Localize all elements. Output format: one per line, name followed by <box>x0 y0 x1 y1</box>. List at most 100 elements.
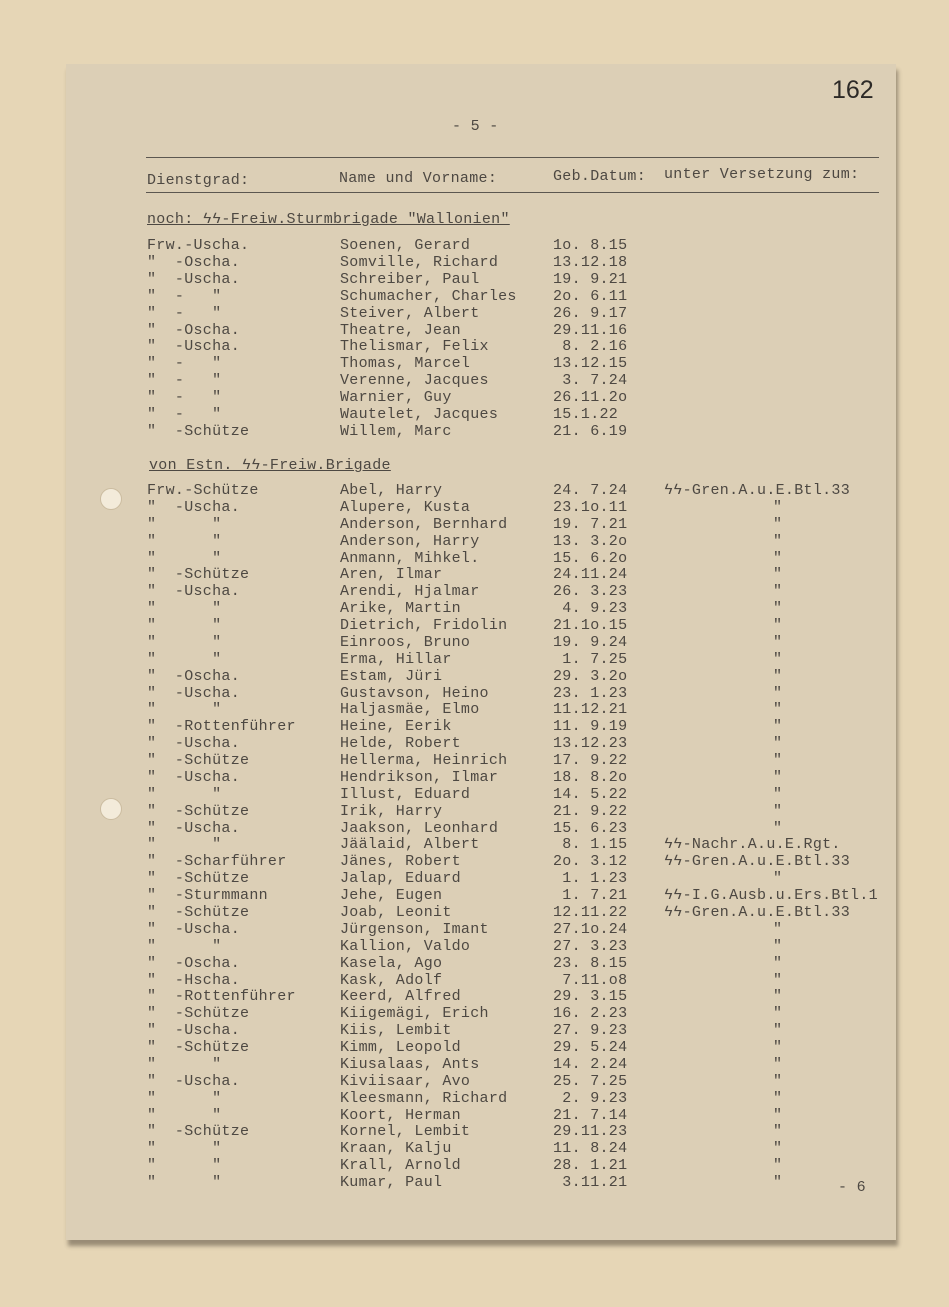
cell-rank: " -Uscha. <box>147 684 241 702</box>
cell-birth-date: 14. 5.22 <box>553 785 628 803</box>
cell-birth-date: 13.12.15 <box>553 355 628 373</box>
cell-birth-date: 17. 9.22 <box>553 752 628 770</box>
cell-transfer-unit: ϟϟ-Gren.A.u.E.Btl.33 <box>664 482 851 499</box>
cell-name: Gustavson, Heino <box>340 684 489 702</box>
header-unit: unter Versetzung zum: <box>664 166 860 183</box>
cell-birth-date: 23. 1.23 <box>553 684 628 702</box>
cell-name: Kallion, Valdo <box>340 937 471 955</box>
cell-name: Arike, Martin <box>340 600 461 618</box>
cell-name: Jalap, Eduard <box>340 870 461 888</box>
cell-name: Illust, Eduard <box>340 785 471 803</box>
cell-rank: " -Oscha. <box>147 954 241 972</box>
cell-name: Hellerma, Heinrich <box>340 752 508 770</box>
cell-rank: " - " <box>147 389 222 407</box>
cell-birth-date: 26. 9.17 <box>553 304 628 322</box>
cell-rank: " " <box>147 600 222 618</box>
cell-name: Koort, Herman <box>340 1106 461 1124</box>
cell-birth-date: 21. 9.22 <box>553 802 628 820</box>
page-marker: - 5 - <box>452 118 499 135</box>
cell-rank: " " <box>147 1140 222 1158</box>
cell-rank: " " <box>147 549 222 567</box>
cell-rank: Frw.-Schütze <box>147 482 259 499</box>
cell-birth-date: 24. 7.24 <box>553 482 628 499</box>
cell-name: Dietrich, Fridolin <box>340 617 508 635</box>
cell-transfer-unit: " <box>773 819 783 837</box>
cell-name: Jaakson, Leonhard <box>340 819 499 837</box>
cell-birth-date: 1. 1.23 <box>553 870 628 888</box>
cell-birth-date: 21. 7.14 <box>553 1106 628 1124</box>
cell-transfer-unit: " <box>773 1123 783 1141</box>
cell-birth-date: 27.1o.24 <box>553 920 628 938</box>
cell-transfer-unit: ϟϟ-Nachr.A.u.E.Rgt. <box>664 836 841 854</box>
cell-birth-date: 26.11.2o <box>553 389 628 407</box>
cell-name: Kiis, Lembit <box>340 1022 452 1040</box>
cell-birth-date: 29.11.16 <box>553 321 628 339</box>
punch-hole <box>100 488 122 510</box>
cell-rank: " -Uscha. <box>147 270 241 288</box>
cell-transfer-unit: " <box>773 802 783 820</box>
cell-birth-date: 24.11.24 <box>553 566 628 584</box>
cell-transfer-unit: " <box>773 718 783 736</box>
cell-name: Jäälaid, Albert <box>340 836 480 854</box>
cell-rank: " " <box>147 1157 222 1175</box>
cell-birth-date: 2o. 3.12 <box>553 853 628 871</box>
cell-name: Jehe, Eugen <box>340 887 443 905</box>
cell-rank: " -Uscha. <box>147 583 241 601</box>
cell-name: Jänes, Robert <box>340 853 461 871</box>
cell-transfer-unit: " <box>773 633 783 651</box>
cell-birth-date: 3.11.21 <box>553 1174 628 1192</box>
cell-name: Schumacher, Charles <box>340 287 517 305</box>
cell-name: Verenne, Jacques <box>340 372 489 390</box>
cell-transfer-unit: " <box>773 954 783 972</box>
cell-birth-date: 11. 9.19 <box>553 718 628 736</box>
cell-rank: " -Uscha. <box>147 768 241 786</box>
cell-rank: " -Uscha. <box>147 735 241 753</box>
cell-birth-date: 1o. 8.15 <box>553 237 628 254</box>
cell-transfer-unit: " <box>773 735 783 753</box>
cell-rank: " " <box>147 532 222 550</box>
cell-name: Anmann, Mihkel. <box>340 549 480 567</box>
cell-birth-date: 27. 9.23 <box>553 1022 628 1040</box>
cell-rank: " -Rottenführer <box>147 988 296 1006</box>
cell-transfer-unit: " <box>773 1157 783 1175</box>
cell-transfer-unit: " <box>773 498 783 516</box>
cell-name: Schreiber, Paul <box>340 270 480 288</box>
cell-rank: " - " <box>147 287 222 305</box>
cell-name: Soenen, Gerard <box>340 237 471 254</box>
cell-transfer-unit: " <box>773 515 783 533</box>
cell-rank: " - " <box>147 304 222 322</box>
cell-name: Krall, Arnold <box>340 1157 461 1175</box>
cell-rank: " -Schütze <box>147 752 250 770</box>
cell-name: Anderson, Bernhard <box>340 515 508 533</box>
cell-rank: " " <box>147 836 222 854</box>
cell-name: Helde, Robert <box>340 735 461 753</box>
cell-rank: " -Uscha. <box>147 338 241 356</box>
cell-name: Kumar, Paul <box>340 1174 443 1192</box>
cell-birth-date: 15. 6.2o <box>553 549 628 567</box>
cell-transfer-unit: " <box>773 937 783 955</box>
cell-rank: " " <box>147 1089 222 1107</box>
cell-name: Warnier, Guy <box>340 389 452 407</box>
section-title: von Estn. ϟϟ-Freiw.Brigade <box>149 457 391 474</box>
cell-transfer-unit: " <box>773 667 783 685</box>
cell-birth-date: 4. 9.23 <box>553 600 628 618</box>
cell-rank: " -Schütze <box>147 1039 250 1057</box>
cell-rank: " -Hscha. <box>147 971 241 989</box>
cell-transfer-unit: " <box>773 1005 783 1023</box>
cell-rank: " " <box>147 650 222 668</box>
cell-birth-date: 29. 3.15 <box>553 988 628 1006</box>
cell-rank: " -Uscha. <box>147 498 241 516</box>
cell-rank: " " <box>147 1106 222 1124</box>
cell-transfer-unit: " <box>773 532 783 550</box>
cell-transfer-unit: ϟϟ-Gren.A.u.E.Btl.33 <box>664 904 851 921</box>
cell-transfer-unit: " <box>773 1022 783 1040</box>
cell-birth-date: 3. 7.24 <box>553 372 628 390</box>
cell-rank: " -Schütze <box>147 870 250 888</box>
cell-birth-date: 15. 6.23 <box>553 819 628 837</box>
cell-rank: " -Scharführer <box>147 853 287 871</box>
cell-birth-date: 11.12.21 <box>553 701 628 719</box>
cell-name: Kimm, Leopold <box>340 1039 461 1057</box>
cell-rank: " -Schütze <box>147 1123 250 1141</box>
cell-rank: " " <box>147 515 222 533</box>
cell-rank: " -Oscha. <box>147 667 241 685</box>
